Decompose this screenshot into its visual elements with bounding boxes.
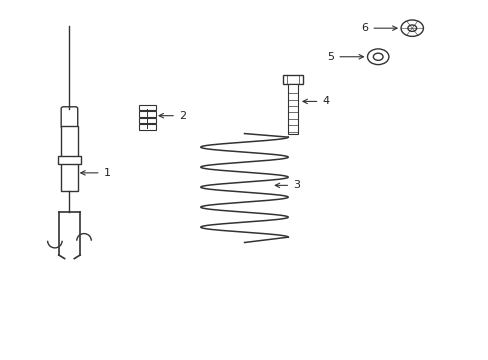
Bar: [283, 75, 302, 84]
Bar: [61, 126, 78, 191]
Bar: [138, 118, 156, 123]
Circle shape: [407, 25, 416, 31]
Circle shape: [372, 53, 382, 60]
Text: 6: 6: [361, 23, 396, 33]
Text: 4: 4: [303, 96, 329, 107]
Text: 1: 1: [81, 168, 110, 178]
Text: 3: 3: [275, 180, 300, 190]
Circle shape: [367, 49, 388, 64]
Text: 2: 2: [159, 111, 185, 121]
FancyBboxPatch shape: [61, 107, 78, 128]
Bar: [138, 111, 156, 117]
Bar: [138, 105, 156, 111]
Circle shape: [400, 20, 423, 36]
Bar: [138, 124, 156, 130]
Bar: [287, 84, 298, 134]
Text: 5: 5: [327, 52, 363, 62]
Bar: [58, 156, 81, 164]
